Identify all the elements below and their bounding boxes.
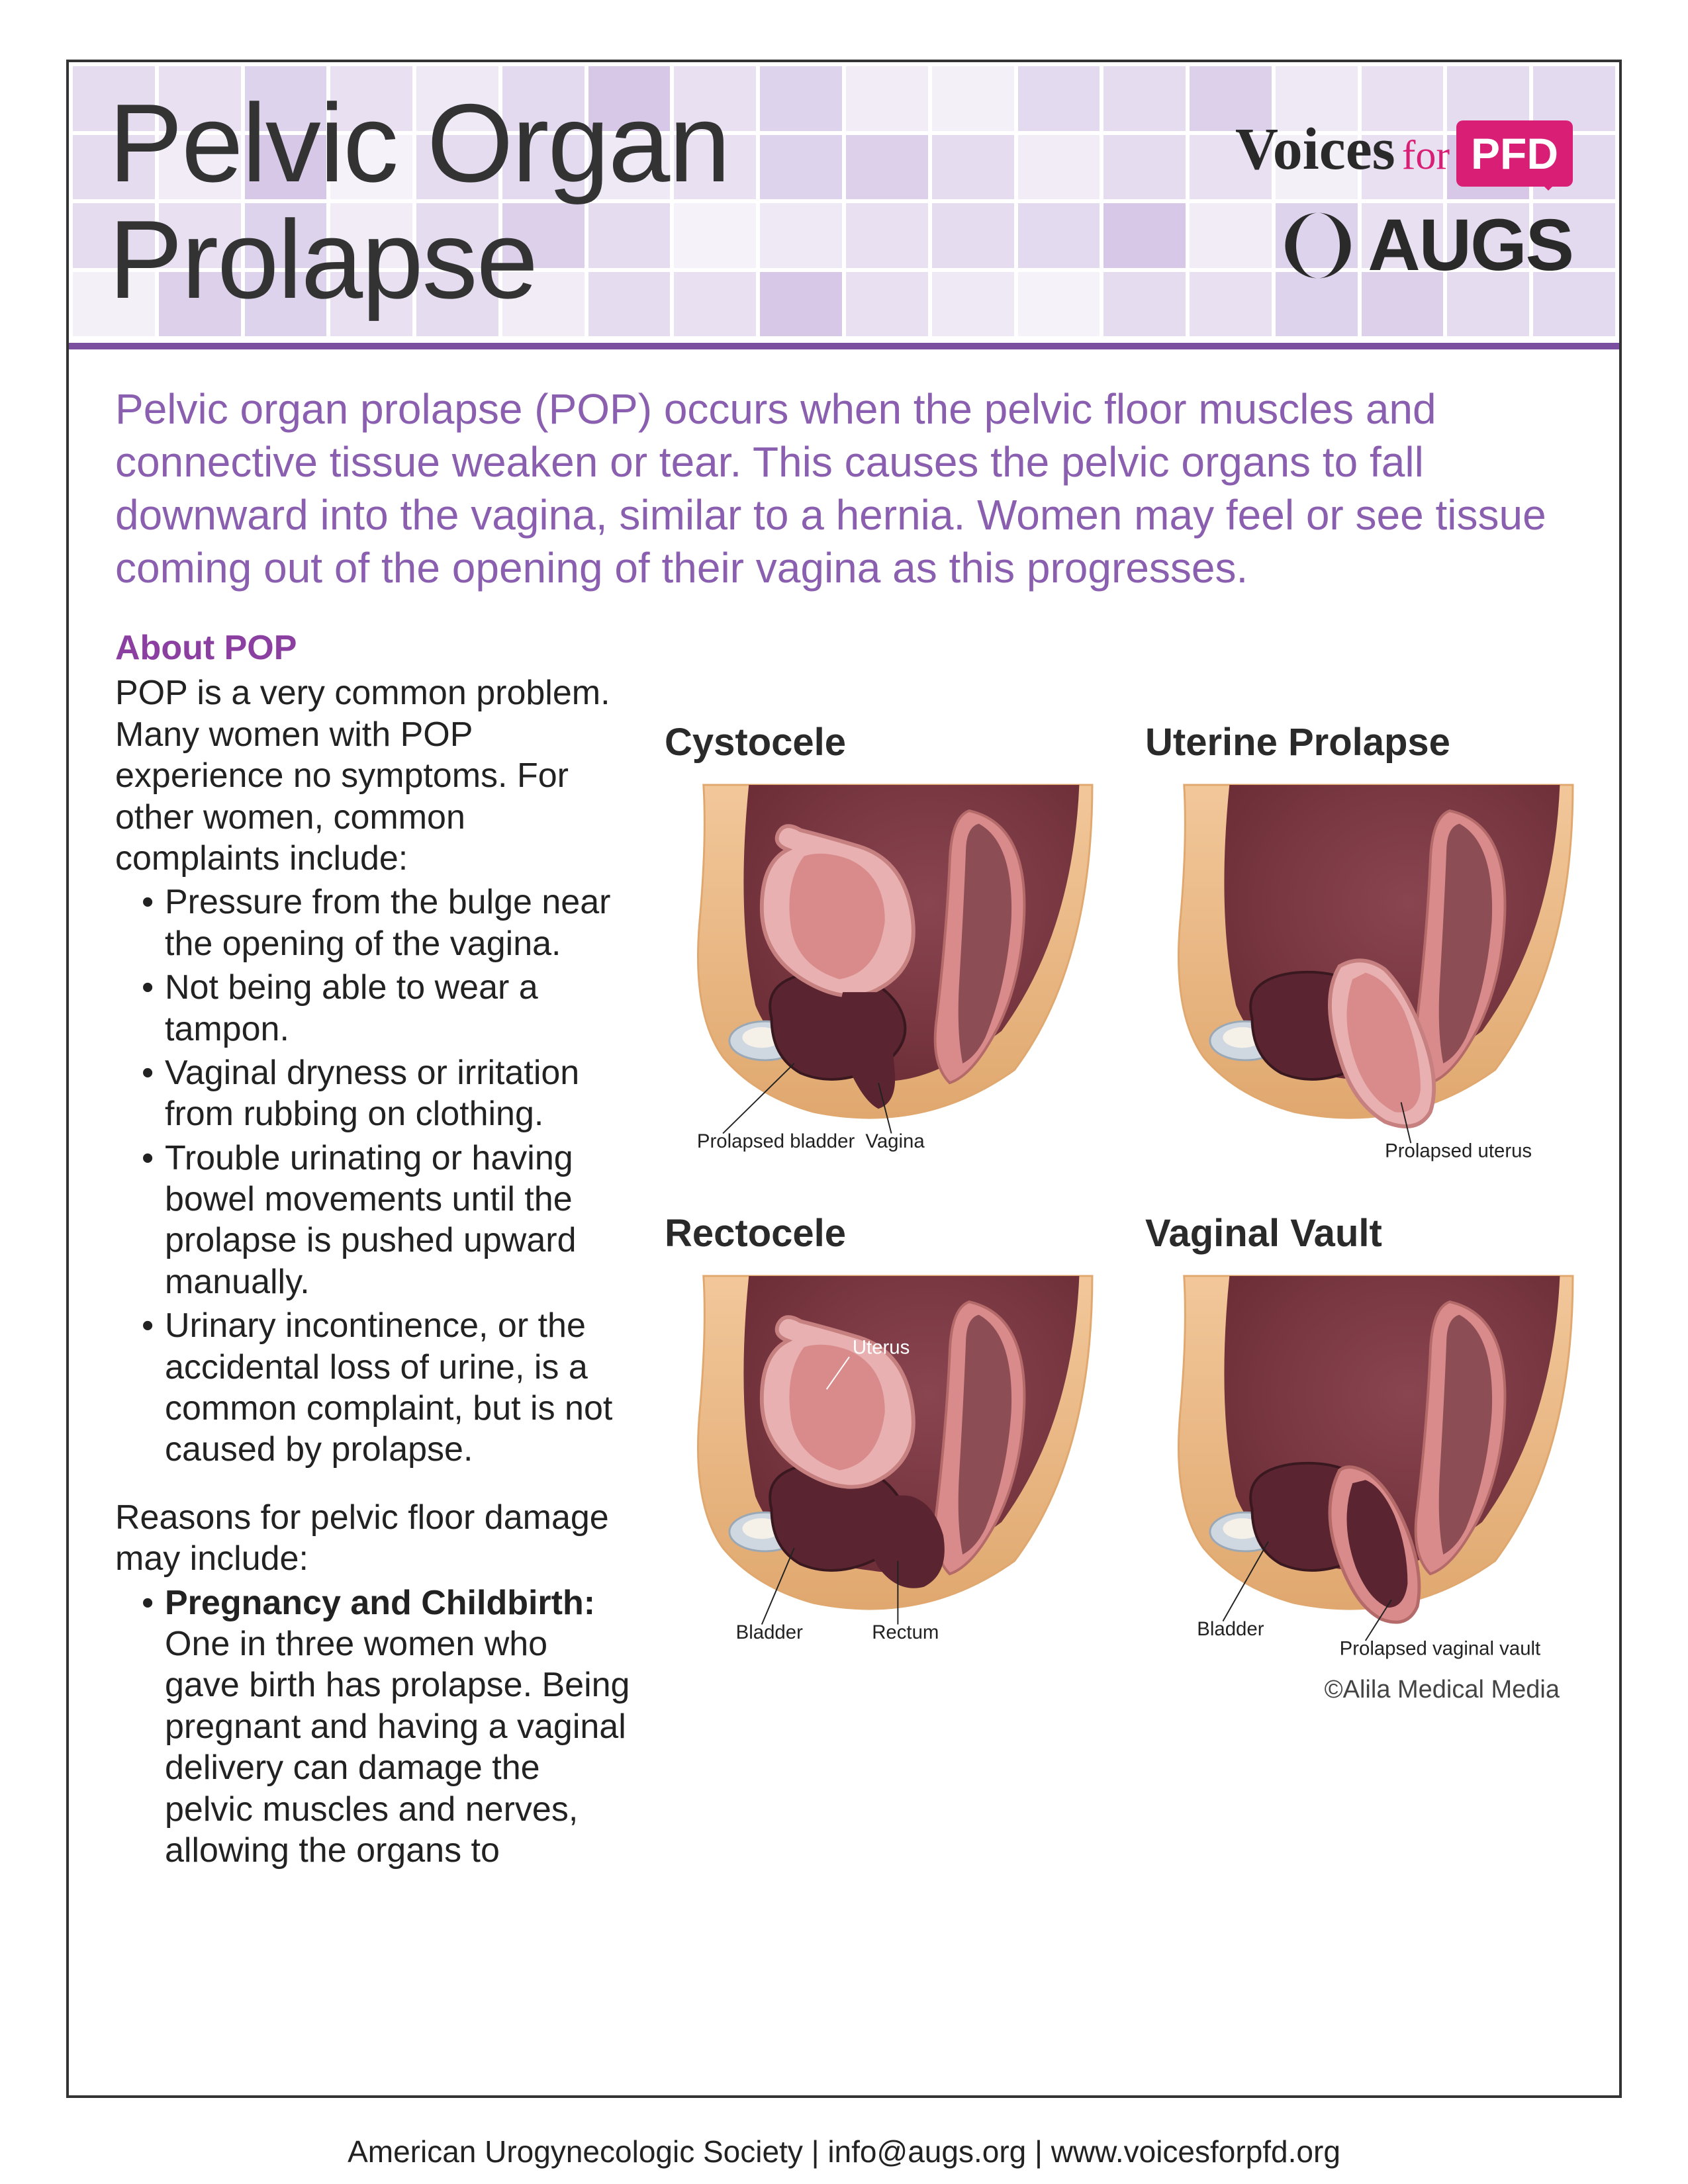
left-column: About POP POP is a very common problem. … — [115, 627, 632, 1874]
anatomy-diagram: Prolapsed bladder Vagina — [665, 781, 1092, 1152]
page-title: Pelvic Organ Prolapse — [109, 85, 729, 318]
content-frame: Pelvic Organ Prolapse Voices for PFD — [66, 60, 1622, 2098]
symptom-item: Not being able to wear a tampon. — [142, 967, 632, 1050]
diagram-cell: Rectocele Uterus Blad — [665, 1211, 1092, 1643]
diagram-title: Rectocele — [665, 1211, 1092, 1255]
diagram-cell: Cystocele Prolapsed bladder Vagina — [665, 720, 1092, 1152]
anatomy-diagram: Uterus Bladder Rectum — [665, 1272, 1092, 1643]
svg-text:Rectum: Rectum — [872, 1621, 939, 1643]
right-column: Cystocele Prolapsed bladderVaginaUteri — [665, 627, 1573, 1874]
diagram-title: Cystocele — [665, 720, 1092, 764]
diagram-cell: Vaginal Vault BladderProlapsed vaginal v… — [1145, 1211, 1573, 1643]
reasons-list: Pregnancy and Childbirth: One in three w… — [115, 1582, 632, 1872]
svg-text:Uterus: Uterus — [853, 1336, 910, 1358]
diagram-grid: Cystocele Prolapsed bladderVaginaUteri — [665, 720, 1573, 1643]
title-line1: Pelvic Organ — [109, 81, 729, 205]
svg-text:Bladder: Bladder — [1197, 1618, 1264, 1640]
symptom-item: Trouble urinating or having bowel moveme… — [142, 1138, 632, 1303]
diagram-title: Uterine Prolapse — [1145, 720, 1573, 764]
reason-item: Pregnancy and Childbirth: One in three w… — [142, 1582, 632, 1872]
content-area: About POP POP is a very common problem. … — [69, 614, 1619, 1874]
svg-text:Bladder: Bladder — [736, 1621, 803, 1643]
augs-word: AUGS — [1368, 203, 1573, 287]
voices-for-pfd-logo: Voices for PFD — [1235, 115, 1573, 187]
intro-paragraph: Pelvic organ prolapse (POP) occurs when … — [69, 349, 1619, 614]
symptom-item: Urinary incontinence, or the accidental … — [142, 1305, 632, 1471]
reason-bold: Pregnancy and Childbirth: — [165, 1584, 595, 1622]
reason-text: One in three women who gave birth has pr… — [165, 1625, 630, 1870]
about-heading: About POP — [115, 627, 632, 668]
diagram-title: Vaginal Vault — [1145, 1211, 1573, 1255]
reasons-intro: Reasons for pelvic floor damage may incl… — [115, 1497, 632, 1580]
diagram-cell: Uterine Prolapse Prolapsed uterus — [1145, 720, 1573, 1152]
svg-text:Prolapsed vaginal vault: Prolapsed vaginal vault — [1340, 1638, 1541, 1660]
augs-logo: AUGS — [1282, 203, 1573, 287]
augs-symbol-icon — [1282, 209, 1354, 282]
pfd-bubble: PFD — [1456, 120, 1573, 187]
for-word: for — [1402, 132, 1450, 179]
anatomy-diagram: BladderProlapsed vaginal vault — [1145, 1272, 1573, 1643]
footer-text: American Urogynecologic Society | info@a… — [0, 2134, 1688, 2169]
purple-divider — [69, 343, 1619, 349]
symptoms-list: Pressure from the bulge near the opening… — [115, 882, 632, 1470]
svg-text:Prolapsed uterus: Prolapsed uterus — [1385, 1140, 1532, 1162]
about-lead: POP is a very common problem. Many women… — [115, 672, 632, 879]
symptom-item: Vaginal dryness or irritation from rubbi… — [142, 1052, 632, 1135]
voices-word: Voices — [1235, 115, 1395, 183]
logos: Voices for PFD AUGS — [1235, 115, 1579, 287]
symptom-item: Pressure from the bulge near the opening… — [142, 882, 632, 964]
anatomy-diagram: Prolapsed uterus — [1145, 781, 1573, 1152]
header-banner: Pelvic Organ Prolapse Voices for PFD — [69, 62, 1619, 340]
title-line2: Prolapse — [109, 197, 537, 322]
svg-text:Vagina: Vagina — [865, 1130, 925, 1152]
page: Pelvic Organ Prolapse Voices for PFD — [0, 0, 1688, 2184]
banner-content: Pelvic Organ Prolapse Voices for PFD — [69, 62, 1619, 340]
image-credit: ©Alila Medical Media — [665, 1676, 1573, 1704]
svg-text:Prolapsed bladder: Prolapsed bladder — [697, 1130, 855, 1152]
